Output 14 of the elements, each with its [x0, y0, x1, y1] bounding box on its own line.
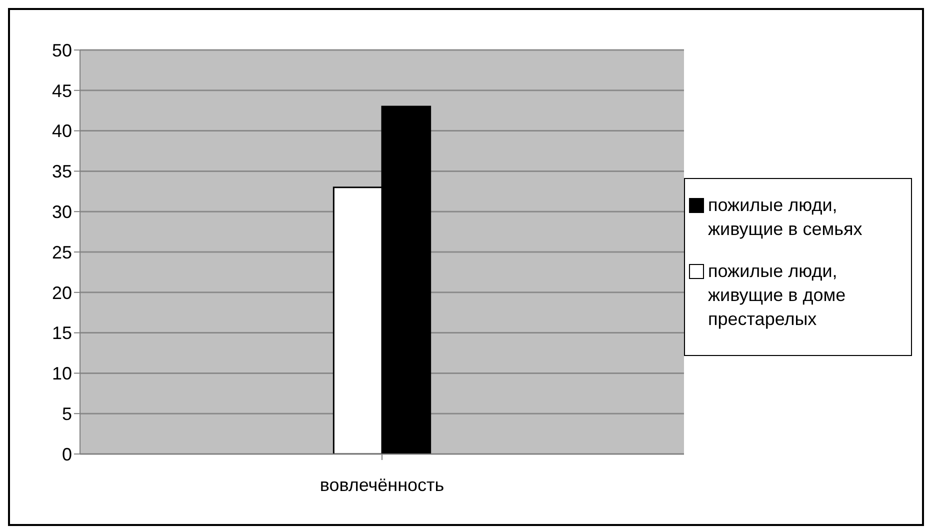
x-tick-label: вовлечённость [320, 474, 444, 495]
y-tick-label: 30 [52, 202, 72, 222]
y-tick-label: 15 [52, 323, 72, 344]
y-tick-label: 10 [52, 364, 72, 384]
y-tick-label: 25 [52, 242, 72, 262]
legend-label: пожилые люди, живущие в доме престарелых [708, 260, 847, 331]
y-tick-label: 0 [62, 444, 72, 464]
y-tick-label: 40 [52, 121, 72, 142]
y-tick-label: 50 [52, 40, 72, 60]
y-tick-label: 20 [52, 282, 72, 303]
y-tick-label: 45 [52, 80, 72, 101]
y-tick-label: 35 [52, 162, 72, 182]
y-tick-label: 5 [62, 404, 72, 424]
legend-label: пожилые люди, живущие в семьях [708, 194, 864, 241]
